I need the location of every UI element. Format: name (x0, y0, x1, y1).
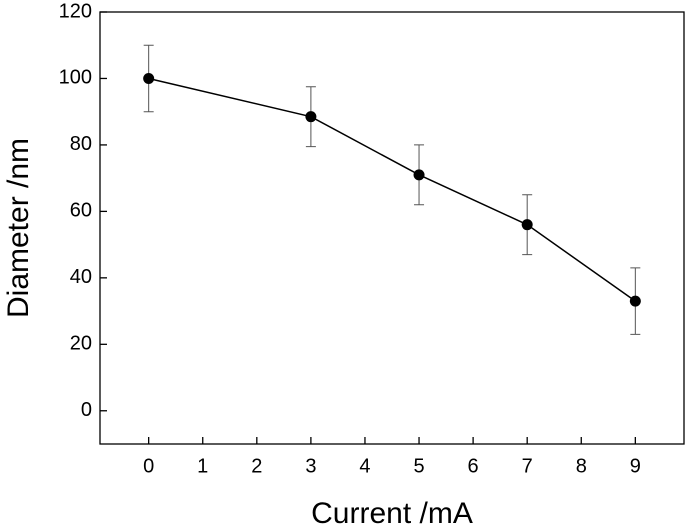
x-tick-label: 8 (576, 455, 587, 477)
data-point (629, 295, 641, 307)
x-tick-label: 5 (413, 455, 424, 477)
y-axis-title: Diameter /nm (2, 138, 35, 318)
y-tick-label: 60 (70, 200, 92, 222)
data-point (521, 219, 533, 231)
x-tick-label: 2 (251, 455, 262, 477)
y-tick-label: 100 (59, 67, 92, 89)
x-tick-label: 7 (522, 455, 533, 477)
x-tick-label: 6 (468, 455, 479, 477)
x-axis-title: Current /mA (311, 497, 473, 530)
y-tick-label: 0 (81, 399, 92, 421)
y-tick-label: 40 (70, 266, 92, 288)
y-tick-label: 20 (70, 333, 92, 355)
x-tick-label: 1 (197, 455, 208, 477)
data-point (143, 72, 155, 84)
plot-frame (99, 11, 685, 445)
x-tick-label: 3 (305, 455, 316, 477)
y-tick-label: 120 (59, 0, 92, 22)
x-tick-label: 9 (630, 455, 641, 477)
data-line (148, 77, 636, 302)
x-tick-label: 4 (359, 455, 370, 477)
x-tick-label: 0 (143, 455, 154, 477)
data-point (305, 111, 317, 123)
y-tick-label: 80 (70, 133, 92, 155)
data-point (413, 169, 425, 181)
